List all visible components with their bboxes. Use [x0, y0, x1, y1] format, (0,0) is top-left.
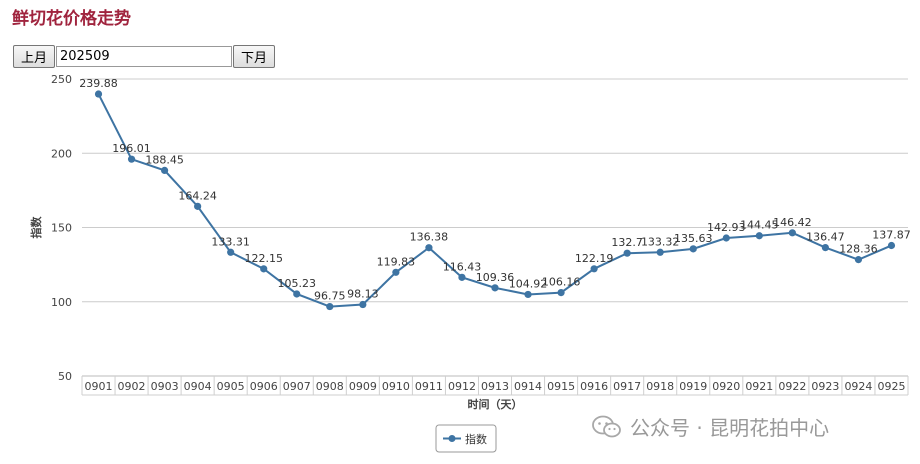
- data-label: 133.32: [641, 235, 680, 248]
- data-label: 122.19: [575, 252, 614, 265]
- data-point: [127, 155, 136, 163]
- x-tick-label: 0909: [349, 380, 377, 393]
- x-tick-label: 0915: [547, 380, 575, 393]
- data-label: 188.45: [145, 153, 184, 166]
- data-point: [94, 90, 103, 98]
- y-tick-label: 150: [51, 222, 72, 235]
- data-label: 136.47: [806, 231, 845, 244]
- data-point: [887, 241, 896, 250]
- prev-month-button[interactable]: 上月: [13, 45, 55, 68]
- data-point: [161, 166, 169, 175]
- x-tick-label: 0902: [118, 380, 146, 393]
- data-point: [788, 229, 796, 237]
- x-tick-label: 0918: [646, 380, 674, 393]
- data-label: 132.7: [611, 236, 643, 249]
- x-tick-label: 0923: [811, 380, 839, 393]
- data-point: [854, 256, 863, 264]
- x-axis-title: 时间（天）: [468, 397, 523, 411]
- x-tick-label: 0904: [184, 380, 212, 393]
- data-point: [227, 248, 235, 256]
- data-label: 98.13: [347, 288, 379, 301]
- x-tick-label: 0901: [85, 380, 113, 393]
- x-tick-label: 0914: [514, 380, 542, 393]
- data-point: [524, 290, 532, 299]
- x-tick-label: 0919: [679, 380, 707, 393]
- data-point: [293, 290, 301, 298]
- x-tick-label: 0917: [613, 380, 641, 393]
- data-label: 196.01: [112, 142, 151, 155]
- x-tick-label: 0913: [481, 380, 509, 393]
- data-label: 136.38: [410, 231, 449, 244]
- data-point: [821, 243, 830, 252]
- x-tick-label: 0910: [382, 380, 410, 393]
- data-point: [557, 289, 565, 297]
- data-label: 128.36: [839, 243, 878, 256]
- x-tick-label: 0905: [217, 380, 245, 393]
- x-tick-label: 0920: [712, 380, 740, 393]
- data-label: 96.75: [314, 290, 346, 303]
- data-label: 137.87: [872, 229, 911, 242]
- x-tick-label: 0916: [580, 380, 608, 393]
- data-label: 144.45: [740, 219, 779, 232]
- legend-swatch-marker: [448, 435, 456, 442]
- data-point: [491, 284, 499, 292]
- data-label: 135.63: [674, 232, 713, 245]
- x-tick-label: 0921: [745, 380, 773, 393]
- data-point: [194, 202, 202, 210]
- data-point: [359, 300, 367, 309]
- x-tick-label: 0922: [778, 380, 806, 393]
- x-tick-label: 0911: [415, 380, 443, 393]
- x-tick-label: 0912: [448, 380, 476, 393]
- y-tick-label: 50: [58, 370, 72, 383]
- data-label: 122.15: [244, 252, 283, 265]
- data-label: 104.92: [509, 277, 548, 290]
- data-point: [425, 244, 433, 252]
- watermark-text: 公众号 · 昆明花拍中心: [630, 416, 830, 440]
- data-point: [590, 265, 598, 273]
- data-point: [458, 273, 466, 281]
- page-title: 鲜切花价格走势: [12, 9, 131, 29]
- y-tick-label: 200: [51, 147, 72, 160]
- data-point: [260, 265, 268, 273]
- next-month-button[interactable]: 下月: [233, 45, 275, 68]
- data-point: [656, 248, 664, 256]
- data-point: [755, 232, 763, 240]
- data-label: 142.93: [707, 221, 746, 234]
- wechat-icon: [592, 415, 621, 437]
- month-input[interactable]: [56, 46, 232, 67]
- data-label: 105.23: [278, 277, 317, 290]
- data-label: 119.83: [377, 255, 416, 268]
- data-label: 109.36: [476, 271, 515, 284]
- y-axis-title: 指数: [29, 216, 43, 239]
- x-tick-label: 0906: [250, 380, 278, 393]
- x-tick-label: 0924: [844, 380, 872, 393]
- x-tick-label: 0908: [316, 380, 344, 393]
- data-label: 133.31: [211, 235, 250, 248]
- data-point: [623, 249, 631, 257]
- data-label: 239.88: [79, 77, 118, 90]
- y-tick-label: 250: [51, 73, 72, 86]
- watermark: 公众号 · 昆明花拍中心: [592, 412, 829, 441]
- data-label: 106.16: [542, 276, 581, 289]
- data-label: 116.43: [443, 260, 482, 273]
- y-tick-label: 100: [51, 296, 72, 309]
- legend-label: 指数: [465, 432, 487, 446]
- data-label: 146.42: [773, 216, 812, 229]
- x-tick-label: 0903: [151, 380, 179, 393]
- data-point: [722, 234, 730, 242]
- legend-box: [435, 424, 497, 453]
- x-tick-label: 0907: [283, 380, 311, 393]
- data-point: [326, 302, 334, 311]
- x-tick-label: 0925: [877, 380, 905, 393]
- data-point: [689, 245, 697, 253]
- data-label: 164.24: [178, 189, 217, 202]
- data-point: [392, 268, 400, 276]
